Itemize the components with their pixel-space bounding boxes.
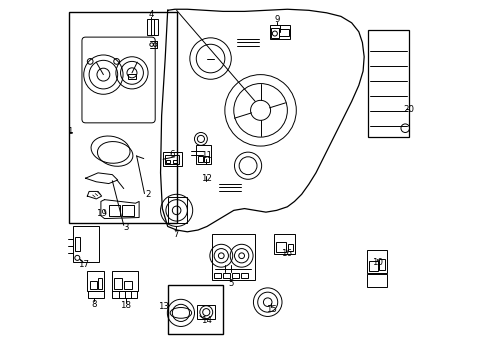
Bar [275, 242, 285, 252]
Bar [223, 273, 230, 278]
Bar [112, 292, 137, 298]
Text: 13: 13 [157, 302, 168, 311]
Bar [214, 273, 221, 278]
Bar [75, 237, 80, 251]
Bar [231, 273, 239, 278]
Bar [167, 197, 187, 223]
Bar [204, 156, 208, 162]
Text: 6: 6 [169, 150, 175, 159]
Text: 7: 7 [173, 230, 178, 239]
Bar [88, 292, 104, 298]
Text: 15: 15 [265, 305, 276, 314]
Bar [366, 274, 386, 287]
Text: 4: 4 [148, 10, 153, 19]
Text: 16: 16 [280, 249, 291, 258]
Text: 1: 1 [66, 127, 72, 136]
Bar [270, 25, 289, 39]
Bar [378, 259, 385, 270]
Bar [196, 145, 210, 164]
Bar [167, 285, 223, 334]
Bar [273, 234, 295, 254]
Bar [122, 205, 134, 216]
Bar [287, 244, 292, 251]
Bar [98, 278, 102, 289]
Bar [114, 278, 122, 289]
Bar [163, 152, 181, 166]
Text: 12: 12 [201, 174, 211, 183]
Bar [87, 271, 104, 292]
Text: 8: 8 [91, 300, 96, 309]
Bar [69, 12, 176, 223]
Bar [173, 159, 177, 163]
Bar [165, 155, 179, 164]
Text: 17: 17 [78, 260, 88, 269]
Bar [147, 19, 158, 35]
Bar [367, 30, 408, 137]
Text: 20: 20 [403, 105, 413, 114]
Bar [123, 281, 131, 289]
Bar [73, 226, 99, 262]
Bar [197, 305, 215, 319]
Bar [241, 273, 247, 278]
Text: 11: 11 [201, 151, 211, 160]
Text: 18: 18 [120, 301, 131, 310]
Bar [366, 249, 386, 273]
Text: 2: 2 [145, 190, 150, 199]
Bar [198, 156, 203, 162]
Text: 19: 19 [96, 210, 107, 219]
Bar [211, 234, 254, 280]
Bar [90, 282, 97, 289]
Bar [111, 271, 138, 292]
Text: 5: 5 [228, 279, 234, 288]
Text: 9: 9 [274, 15, 280, 24]
Bar [108, 205, 120, 216]
Text: 3: 3 [123, 222, 129, 231]
Bar [271, 28, 279, 38]
Bar [165, 159, 170, 163]
Text: 10: 10 [371, 258, 382, 267]
Bar [368, 261, 377, 271]
Bar [128, 74, 136, 78]
Bar [279, 29, 288, 36]
Text: 14: 14 [201, 315, 211, 324]
